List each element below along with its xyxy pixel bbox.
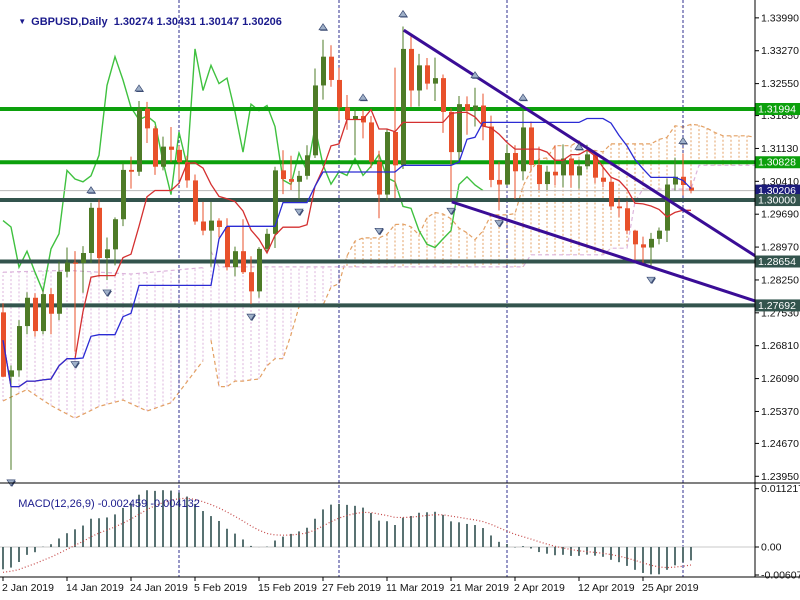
macd-axis[interactable]: 0.011217 0.00 -0.006077 [755,483,800,582]
svg-text:1.31994: 1.31994 [758,104,796,116]
svg-text:1.33270: 1.33270 [761,45,799,57]
fractal-arrows [6,9,688,487]
chikou-span-line [2,48,484,294]
svg-text:1.31130: 1.31130 [761,143,798,155]
svg-text:1.28970: 1.28970 [761,242,799,254]
time-axis[interactable]: 2 Jan 2019 14 Jan 2019 24 Jan 2019 5 Feb 20… [2,577,699,594]
svg-text:11 Mar 2019: 11 Mar 2019 [386,582,444,594]
svg-text:1.32550: 1.32550 [761,78,799,90]
svg-text:2 Apr 2019: 2 Apr 2019 [514,582,565,594]
svg-text:1.23950: 1.23950 [761,471,799,483]
tenkan-kijun-lines [2,108,692,388]
svg-text:1.29690: 1.29690 [761,209,799,221]
svg-text:1.28250: 1.28250 [761,274,799,286]
price-axis[interactable]: 1.339901.332701.325501.318501.311301.304… [755,12,800,483]
svg-text:1.25370: 1.25370 [761,406,799,418]
svg-text:27 Feb 2019: 27 Feb 2019 [322,582,381,594]
svg-text:5 Feb 2019: 5 Feb 2019 [194,582,247,594]
svg-text:1.28654: 1.28654 [758,256,796,268]
svg-text:24 Jan 2019: 24 Jan 2019 [130,582,188,594]
svg-text:1.33990: 1.33990 [761,12,799,24]
svg-text:14 Jan 2019: 14 Jan 2019 [66,582,124,594]
candles-layer [1,26,694,470]
svg-text:1.30828: 1.30828 [758,157,796,169]
svg-text:2 Jan 2019: 2 Jan 2019 [2,582,54,594]
svg-text:-0.006077: -0.006077 [761,570,800,582]
svg-text:1.24670: 1.24670 [761,438,799,450]
svg-text:1.26810: 1.26810 [761,340,799,352]
svg-text:12 Apr 2019: 12 Apr 2019 [578,582,635,594]
svg-text:21 Mar 2019: 21 Mar 2019 [450,582,509,594]
svg-text:0.011217: 0.011217 [761,483,800,495]
svg-text:25 Apr 2019: 25 Apr 2019 [642,582,699,594]
svg-text:1.26090: 1.26090 [761,373,799,385]
svg-text:0.00: 0.00 [761,542,782,554]
svg-text:15 Feb 2019: 15 Feb 2019 [258,582,317,594]
svg-text:1.27692: 1.27692 [758,300,796,312]
svg-text:1.30000: 1.30000 [758,195,796,207]
panel-borders [0,0,800,578]
macd-subwindow [0,490,755,575]
descending-trendlines [402,28,756,303]
